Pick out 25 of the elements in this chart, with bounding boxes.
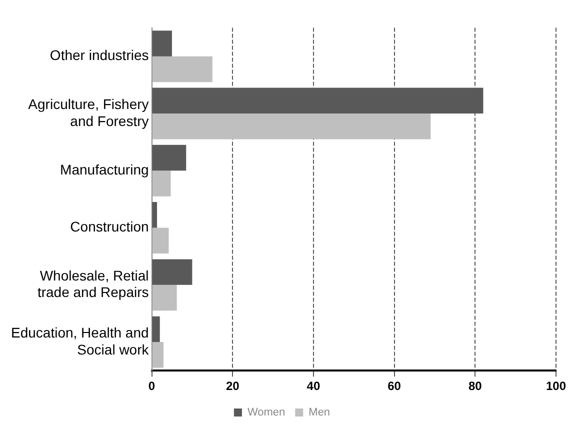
y-tick-label: Other industries bbox=[50, 47, 149, 64]
x-tick-label: 20 bbox=[226, 379, 240, 394]
x-tick-label: 40 bbox=[306, 379, 320, 394]
bar bbox=[152, 114, 431, 140]
x-tick-label: 100 bbox=[546, 379, 566, 394]
bar bbox=[152, 30, 172, 56]
y-tick-label: Agriculture, Fishery and Forestry bbox=[28, 96, 149, 129]
y-tick-label: Education, Health and Social work bbox=[11, 324, 150, 358]
bar bbox=[152, 316, 160, 342]
legend-label: Men bbox=[308, 406, 330, 419]
y-tick-label: Wholesale, Retial trade and Repairs bbox=[37, 267, 149, 300]
bar bbox=[152, 228, 169, 254]
bar bbox=[152, 259, 192, 285]
y-tick-label: Manufacturing bbox=[60, 161, 149, 178]
bar bbox=[152, 342, 164, 368]
x-tick-label: 80 bbox=[468, 379, 482, 394]
x-tick-label: 60 bbox=[388, 379, 402, 394]
legend-label: Women bbox=[247, 406, 286, 419]
bar bbox=[152, 284, 177, 311]
bar bbox=[152, 56, 212, 82]
bar bbox=[152, 170, 171, 196]
bar bbox=[152, 144, 186, 171]
y-tick-label: Construction bbox=[70, 218, 149, 235]
bar bbox=[152, 202, 158, 228]
x-tick-label: 0 bbox=[148, 379, 156, 394]
